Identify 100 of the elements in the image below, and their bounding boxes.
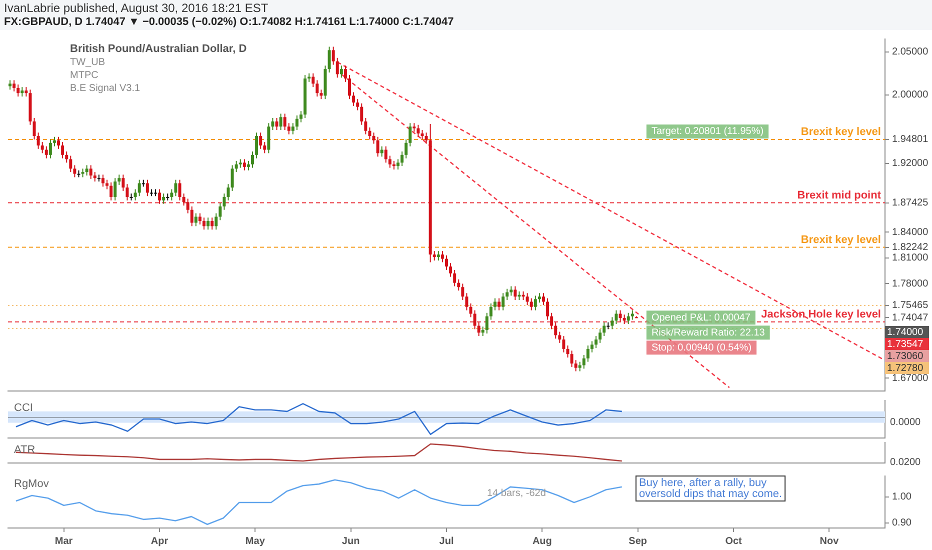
- candlestick: [12, 80, 16, 92]
- candlestick: [473, 310, 476, 330]
- candlestick: [118, 174, 121, 186]
- candlestick: [32, 117, 36, 140]
- candlestick: [214, 212, 218, 230]
- candlestick: [24, 86, 28, 98]
- candlestick: [586, 345, 590, 362]
- chart-title: RgMov: [14, 478, 50, 490]
- candlestick: [20, 86, 24, 98]
- candlestick: [481, 326, 484, 337]
- annotation: 14 bars, -62d: [487, 488, 546, 499]
- candlestick: [114, 178, 117, 201]
- annotation: Opened P&L: 0.00047: [651, 312, 751, 324]
- candlestick: [602, 322, 606, 337]
- candlestick: [230, 164, 234, 192]
- candlestick: [424, 132, 428, 144]
- candlestick: [206, 217, 210, 230]
- candlestick: [534, 295, 537, 311]
- y-tick-label: 1.75465: [892, 300, 929, 312]
- candlestick: [445, 254, 448, 270]
- candlestick: [400, 150, 404, 167]
- x-tick-label: Mar: [54, 536, 73, 547]
- candlestick: [514, 286, 517, 300]
- text: 1.74000: [887, 326, 924, 338]
- candlestick: [578, 361, 582, 372]
- x-tick-label: Aug: [532, 536, 552, 547]
- candlestick: [259, 132, 262, 150]
- candlestick: [300, 110, 303, 123]
- candlestick: [202, 217, 206, 230]
- annotation: TW_UB: [70, 56, 106, 68]
- candlestick: [420, 130, 424, 140]
- candlestick: [255, 132, 258, 159]
- candlestick: [178, 179, 182, 201]
- candlestick: [416, 124, 420, 138]
- chart-title: IvanLabrie published, August 30, 2016 18:21 EST: [4, 0, 270, 15]
- candlestick: [502, 292, 505, 311]
- candlestick: [52, 136, 56, 147]
- candlestick: [332, 46, 335, 66]
- candlestick: [271, 117, 274, 131]
- candlestick: [251, 150, 254, 168]
- candlestick: [436, 250, 440, 262]
- candlestick: [218, 202, 222, 221]
- x-tick-label: Oct: [725, 536, 743, 547]
- ref-line-label: Jackson Hole key level: [761, 308, 881, 320]
- candlestick: [494, 298, 496, 311]
- chart-title: CCI: [14, 402, 33, 414]
- candlestick: [384, 146, 388, 164]
- ref-line-label: Brexit mid point: [797, 189, 882, 202]
- candlestick: [267, 122, 270, 154]
- candlestick: [388, 155, 392, 168]
- candlestick: [630, 310, 634, 320]
- candlestick: [485, 312, 488, 334]
- candlestick: [506, 288, 509, 300]
- candlestick: [158, 188, 162, 204]
- text: 1.73547: [887, 338, 924, 350]
- candlestick: [546, 298, 550, 320]
- y-tick-label: 1.94801: [892, 134, 929, 146]
- candlestick: [340, 65, 343, 78]
- candlestick: [210, 217, 214, 230]
- candlestick: [554, 322, 558, 340]
- y-tick-label: 2.05000: [892, 46, 929, 58]
- candlestick: [138, 179, 141, 197]
- candlestick: [85, 164, 88, 176]
- candlestick: [408, 122, 412, 147]
- candlestick: [622, 314, 626, 325]
- y-tick-label: 1.67000: [892, 372, 929, 384]
- candlestick: [356, 98, 360, 111]
- y-tick-label: 2.00000: [892, 90, 929, 101]
- candlestick: [469, 302, 472, 318]
- candlestick: [263, 142, 266, 154]
- x-tick-label: Apr: [150, 536, 168, 547]
- candlestick: [461, 283, 464, 300]
- candlestick: [457, 278, 460, 292]
- candlestick: [8, 80, 12, 90]
- candlestick: [432, 250, 436, 262]
- candlestick: [275, 117, 278, 131]
- x-tick-label: Jun: [342, 536, 360, 547]
- candlestick: [93, 172, 96, 182]
- x-tick-label: Nov: [820, 536, 840, 547]
- candlestick: [186, 198, 190, 214]
- candlestick: [194, 212, 198, 227]
- annotation: Buy here, after a rally, buy oversold dips that may come.: [639, 477, 782, 500]
- candlestick: [146, 179, 149, 197]
- candlestick: [550, 312, 554, 330]
- candlestick: [453, 269, 456, 287]
- y-tick-label: 1.74047: [892, 312, 929, 324]
- y-tick-label: 0.90: [892, 518, 912, 529]
- candlestick: [336, 57, 339, 78]
- y-tick-label: 1.82242: [892, 242, 929, 254]
- candlestick: [101, 174, 104, 188]
- candlestick: [566, 345, 570, 358]
- candlestick: [73, 164, 76, 178]
- annotation: Risk/Reward Ratio: 22.13: [651, 327, 766, 338]
- candlestick: [234, 160, 238, 173]
- candlestick: [465, 292, 468, 311]
- y-tick-label: 1.00: [892, 492, 912, 503]
- candlestick: [16, 84, 20, 98]
- candlestick: [222, 193, 226, 210]
- candlestick: [526, 292, 529, 306]
- candlestick: [287, 122, 290, 135]
